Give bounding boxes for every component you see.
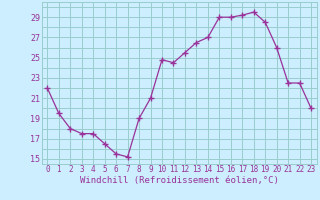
X-axis label: Windchill (Refroidissement éolien,°C): Windchill (Refroidissement éolien,°C) bbox=[80, 176, 279, 185]
